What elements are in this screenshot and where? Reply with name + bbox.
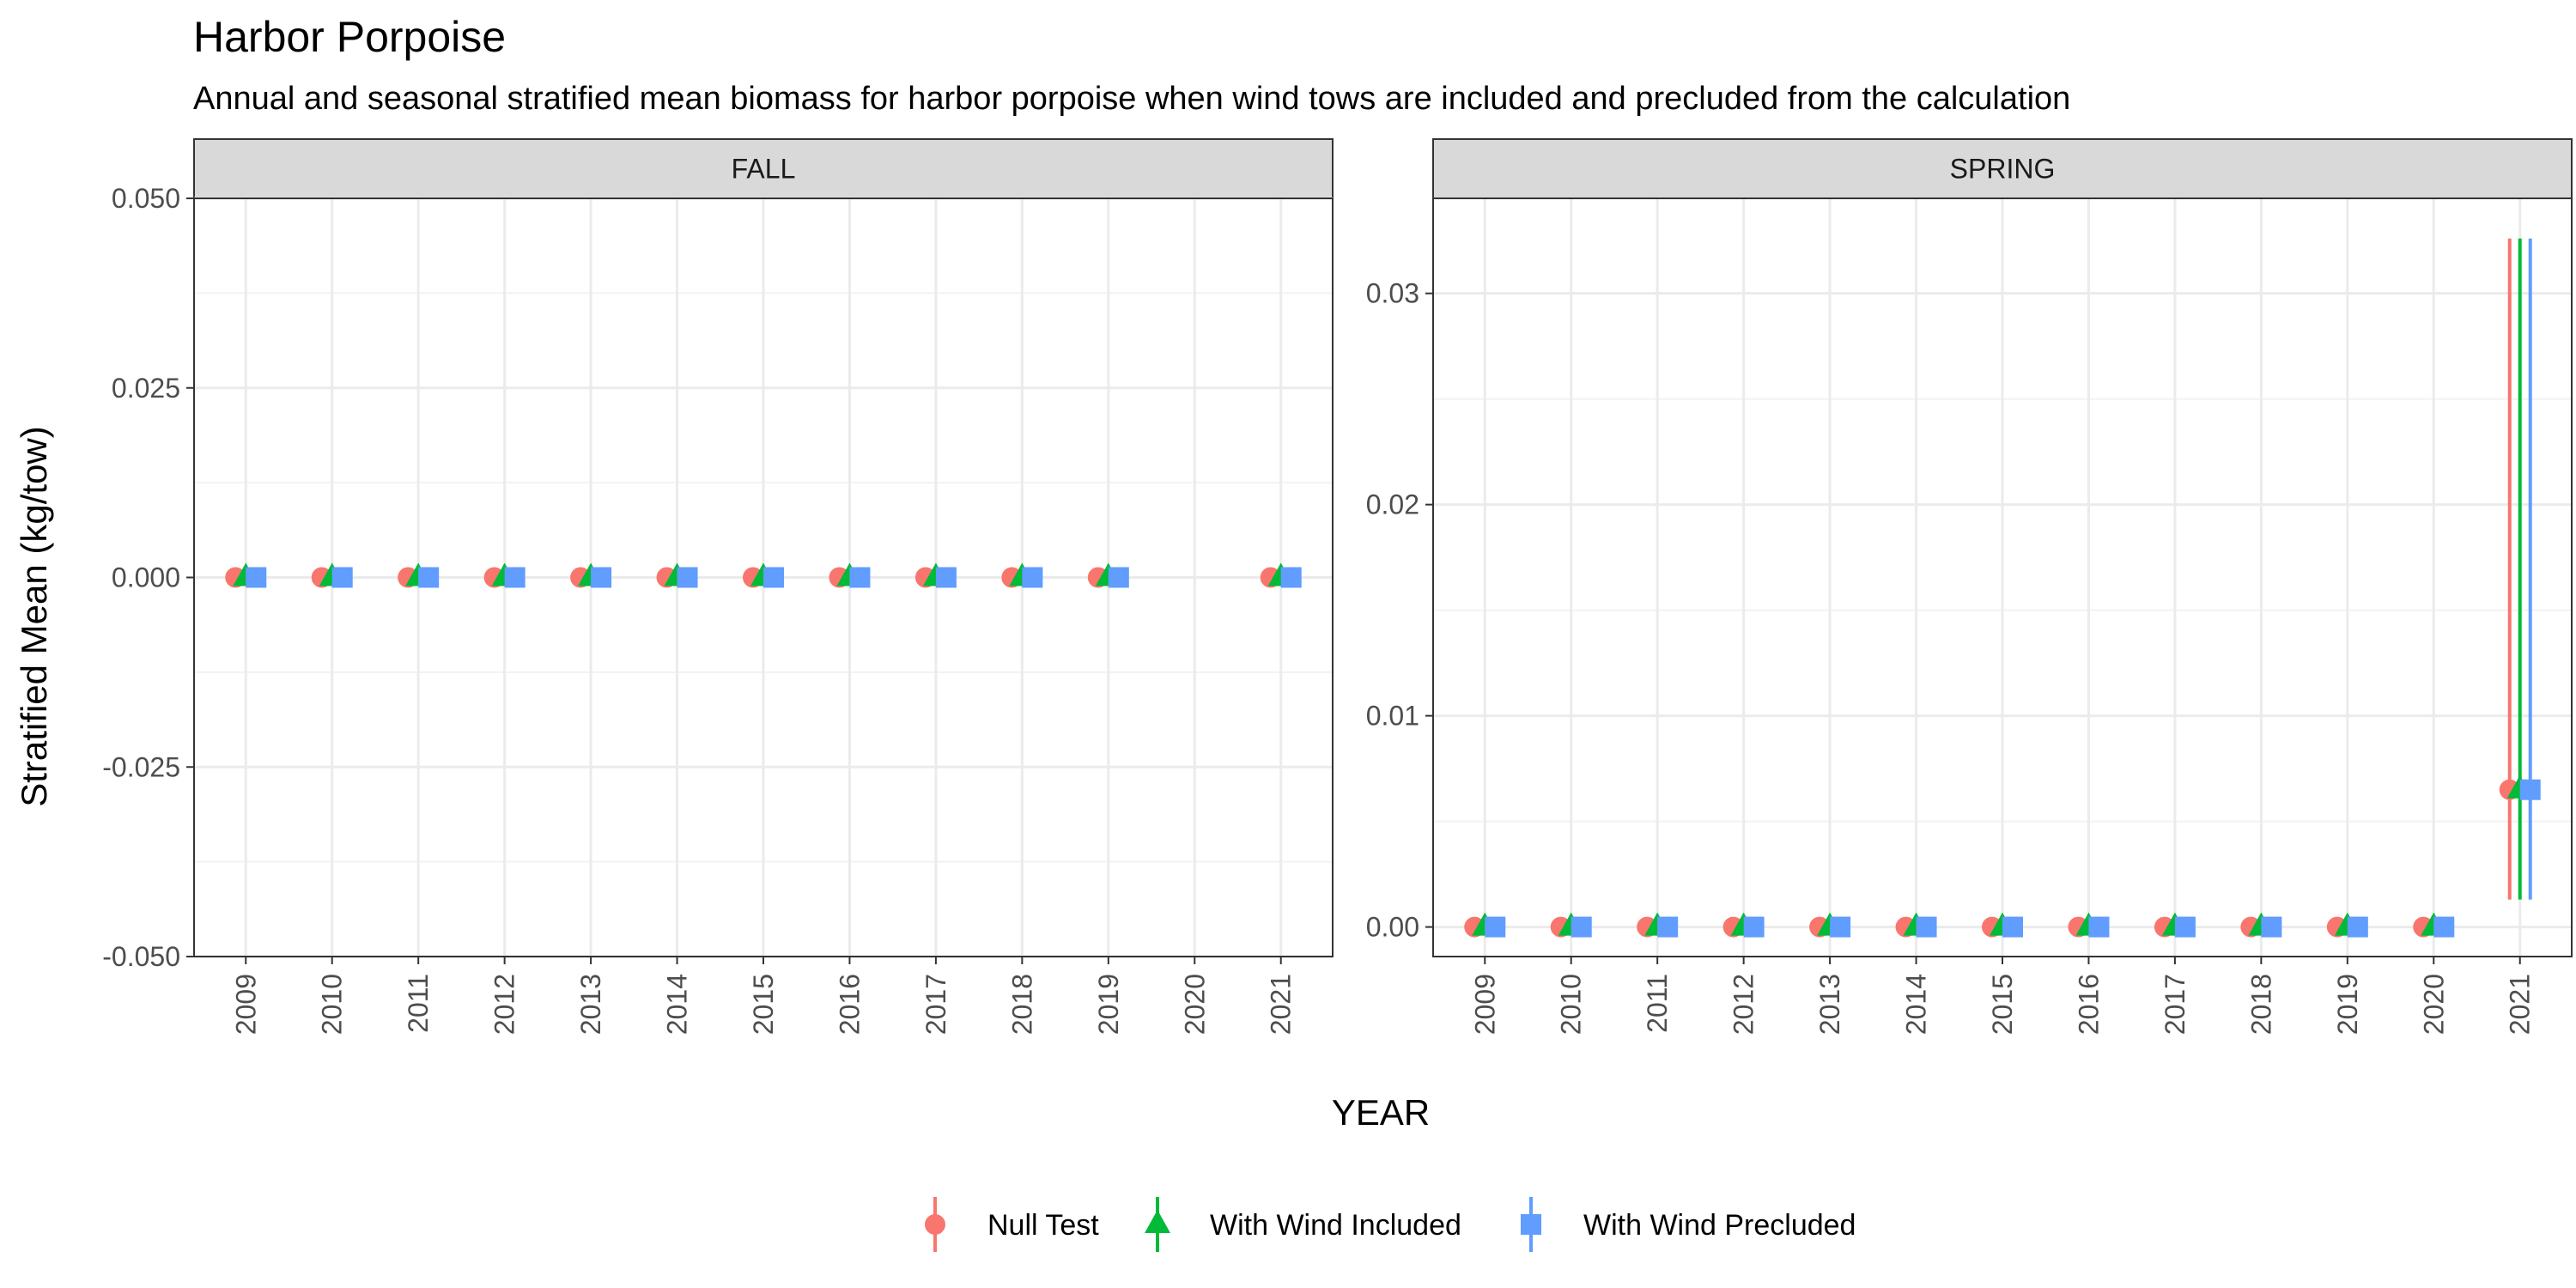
point-with-wind-precluded <box>2261 916 2282 938</box>
panel-border-spring <box>1432 197 2573 957</box>
chart-panels: FALL -0.050 -0.025 0.000 0.025 0.050 2009 2010 2… <box>102 138 2573 1035</box>
point-with-wind-precluded <box>1657 916 1679 938</box>
x-tick-label: 2018 <box>1006 974 1037 1035</box>
legend-key-marker <box>1145 1210 1170 1233</box>
y-tick-label: 0.03 <box>1366 278 1419 309</box>
x-tick-label: 2015 <box>1987 974 2018 1035</box>
point-with-wind-precluded <box>1280 567 1302 588</box>
point-with-wind-precluded <box>2174 916 2196 938</box>
x-tick-label: 2019 <box>2332 974 2363 1035</box>
strip-fall <box>193 138 1334 199</box>
point-with-wind-precluded <box>331 567 353 588</box>
point-with-wind-precluded <box>677 567 698 588</box>
x-tick-label: 2016 <box>834 974 865 1035</box>
x-tick-label: 2012 <box>489 974 520 1035</box>
legend-item-with-wind-included: With Wind Included <box>1145 1197 1461 1252</box>
x-tick-label: 2018 <box>2245 974 2276 1035</box>
y-tick-label: 0.01 <box>1366 701 1419 732</box>
y-axis-title: Stratified Mean (kg/tow) <box>14 426 54 807</box>
x-tick-label: 2021 <box>2505 974 2536 1035</box>
x-tick-label: 2011 <box>1642 974 1673 1033</box>
y-tick-label: 0.050 <box>112 183 180 214</box>
legend-label: Null Test <box>987 1209 1099 1242</box>
y-tick-label: 0.00 <box>1366 912 1419 943</box>
y-tick-label: 0.000 <box>112 562 180 593</box>
point-with-wind-precluded <box>763 567 784 588</box>
legend-item-with-wind-precluded: With Wind Precluded <box>1521 1197 1856 1252</box>
x-tick-label: 2012 <box>1728 974 1759 1035</box>
point-with-wind-precluded <box>2433 916 2455 938</box>
strip-label-fall: FALL <box>732 154 796 185</box>
y-tick-label: 0.02 <box>1366 489 1419 520</box>
y-tick-label: -0.025 <box>102 751 180 782</box>
chart-title: Harbor Porpoise <box>193 13 506 61</box>
point-with-wind-precluded <box>1830 916 1851 938</box>
x-axis-title: YEAR <box>1332 1092 1430 1133</box>
x-tick-label: 2013 <box>1814 974 1845 1035</box>
legend-label: With Wind Included <box>1210 1209 1461 1242</box>
x-tick-label: 2020 <box>1179 974 1210 1035</box>
point-with-wind-precluded <box>418 567 440 588</box>
strip-spring <box>1432 138 2573 199</box>
point-with-wind-precluded <box>849 567 871 588</box>
point-with-wind-precluded <box>1485 916 1506 938</box>
point-with-wind-precluded <box>1022 567 1043 588</box>
legend-key-marker <box>925 1214 945 1235</box>
point-with-wind-precluded <box>2347 916 2368 938</box>
x-tick-label: 2019 <box>1093 974 1124 1035</box>
y-tick-label: 0.025 <box>112 373 180 404</box>
legend-key-marker <box>1521 1214 1541 1235</box>
x-tick-label: 2016 <box>2073 974 2104 1035</box>
x-tick-label: 2021 <box>1266 974 1297 1035</box>
panel-fall: FALL -0.050 -0.025 0.000 0.025 0.050 2009 2010 2… <box>102 138 1334 1035</box>
x-tick-label: 2015 <box>748 974 779 1035</box>
point-with-wind-precluded <box>935 567 957 588</box>
chart-subtitle: Annual and seasonal stratified mean biom… <box>193 81 2070 117</box>
point-with-wind-precluded <box>1108 567 1129 588</box>
legend-item-null-test: Null Test <box>925 1197 1099 1252</box>
x-tick-label: 2010 <box>317 974 348 1035</box>
x-tick-label: 2011 <box>403 974 434 1033</box>
y-tick-label: -0.050 <box>102 941 180 972</box>
x-tick-label: 2009 <box>1469 974 1500 1035</box>
point-with-wind-precluded <box>2002 916 2023 938</box>
point-with-wind-precluded <box>246 567 267 588</box>
point-with-wind-precluded <box>1743 916 1765 938</box>
chart-legend: Null Test With Wind Included With Wind Pre… <box>925 1197 1856 1252</box>
x-tick-label: 2009 <box>230 974 261 1035</box>
x-tick-label: 2014 <box>662 974 693 1035</box>
panel-spring: SPRING 0.00 0.01 0.02 0.03 2009 2010 2011 2012 20… <box>1366 138 2573 1035</box>
x-tick-label: 2010 <box>1556 974 1587 1035</box>
x-tick-label: 2017 <box>2160 974 2190 1035</box>
point-with-wind-precluded <box>2088 916 2110 938</box>
panel-border-fall <box>193 197 1334 957</box>
point-with-wind-precluded <box>2519 779 2541 800</box>
point-with-wind-precluded <box>591 567 612 588</box>
x-tick-label: 2013 <box>575 974 606 1035</box>
point-with-wind-precluded <box>504 567 526 588</box>
point-with-wind-precluded <box>1571 916 1592 938</box>
legend-label: With Wind Precluded <box>1583 1209 1856 1242</box>
x-tick-label: 2017 <box>920 974 951 1035</box>
x-tick-label: 2014 <box>1901 974 1932 1035</box>
strip-label-spring: SPRING <box>1950 154 2056 185</box>
point-with-wind-precluded <box>1916 916 1937 938</box>
x-tick-label: 2020 <box>2418 974 2449 1035</box>
